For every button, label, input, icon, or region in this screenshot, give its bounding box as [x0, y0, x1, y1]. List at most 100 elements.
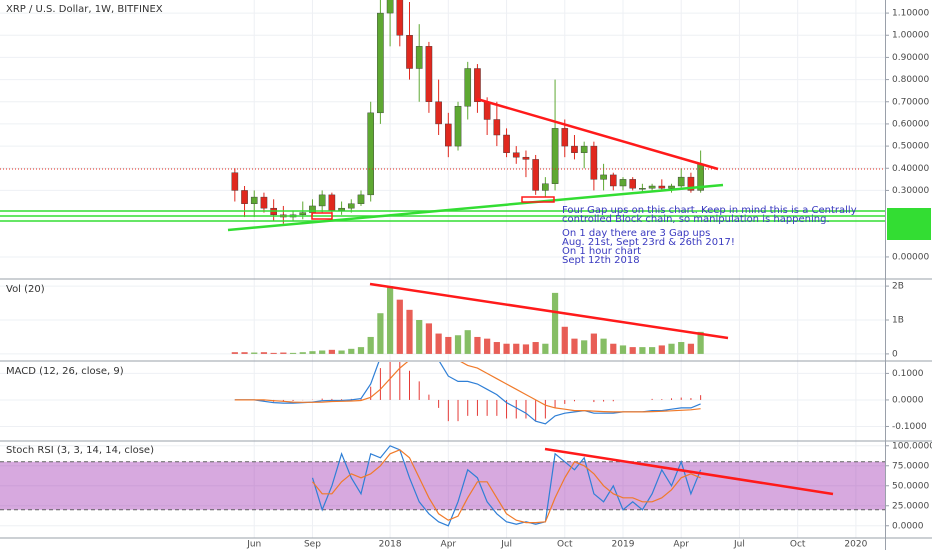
y-tick-label: 50.0000: [892, 481, 929, 491]
candle-body: [338, 207, 345, 211]
x-tick-label: Jul: [733, 540, 745, 550]
candle-body: [609, 174, 617, 187]
y-tick-label: 75.0000: [892, 461, 929, 471]
volume-bar: [484, 338, 491, 354]
candle-body: [561, 128, 569, 147]
x-tick-label: Sep: [304, 540, 321, 550]
volume-bar: [697, 331, 704, 354]
candle-body: [512, 152, 520, 158]
candle-body: [435, 101, 442, 125]
volume-bar: [348, 348, 355, 354]
volume-bar: [678, 342, 685, 354]
volume-bar: [522, 344, 530, 354]
candle-body: [687, 176, 695, 191]
annotation: controlled Block chain, so manipulation …: [562, 214, 830, 225]
indicator-line: [234, 362, 701, 413]
candle-body: [483, 101, 491, 120]
volume-bar: [474, 336, 481, 354]
volume-bar: [309, 351, 316, 354]
volume-bar: [668, 343, 675, 354]
mark-layer: [231, 0, 704, 527]
volume-bar: [454, 335, 462, 354]
y-tick-label: 25.0000: [892, 501, 929, 511]
annotation: On 1 day there are 3 Gap ups: [562, 228, 710, 239]
volume-bar: [425, 323, 433, 354]
y-tick-label: 0: [892, 349, 898, 359]
candle-body: [406, 35, 413, 69]
candle-body: [425, 46, 433, 102]
chart-title: XRP / U.S. Dollar, 1W, BITFINEX: [6, 4, 163, 15]
candle-body: [629, 179, 637, 189]
trend-line: [544, 447, 834, 496]
candle-body: [503, 134, 510, 153]
y-tick-label: 0.30000: [892, 186, 929, 196]
drawings: [0, 97, 931, 496]
pane-marks: [231, 0, 704, 224]
y-tick-label: 0.70000: [892, 97, 929, 107]
candle-body: [386, 0, 394, 14]
candle-body: [580, 145, 588, 153]
candle-body: [551, 128, 559, 184]
x-tick-label: Oct: [790, 540, 806, 550]
pane-title: Stoch RSI (3, 3, 14, 14, close): [6, 445, 154, 456]
y-tick-label: 0.1000: [892, 369, 924, 379]
candle-body: [318, 194, 326, 207]
pane-marks: [311, 445, 702, 527]
y-tick-label: 1.10000: [892, 9, 929, 19]
y-tick-label: 100.0000: [892, 441, 932, 451]
pane-title: Vol (20): [6, 284, 45, 295]
y-tick-label: -0.1000: [892, 422, 927, 432]
y-tick-label: 0.0000: [892, 521, 924, 531]
trend-line: [476, 97, 719, 171]
x-tick-label: Apr: [673, 540, 689, 550]
x-tick-label: Apr: [441, 540, 457, 550]
candle-body: [231, 172, 239, 191]
volume-bar: [270, 352, 277, 354]
candle-body: [454, 105, 462, 147]
candle-body: [396, 0, 404, 36]
volume-bar: [532, 342, 539, 354]
y-tick-label: 0.80000: [892, 75, 929, 85]
volume-bar: [503, 343, 510, 354]
indicator-line: [311, 445, 702, 527]
candle-body: [639, 188, 646, 190]
volume-bar: [581, 340, 588, 354]
volume-bar: [280, 352, 287, 354]
x-tick-label: Oct: [557, 540, 573, 550]
volume-bar: [493, 342, 500, 354]
volume-bar: [629, 347, 636, 354]
candle-body: [590, 145, 598, 180]
candle-body: [571, 145, 578, 153]
y-tick-label: 0.60000: [892, 119, 929, 129]
volume-bar: [328, 349, 335, 354]
x-tick-label: 2019: [612, 540, 635, 550]
volume-bar: [571, 338, 578, 354]
volume-bar: [406, 309, 413, 354]
price-label-box: [887, 208, 931, 240]
x-tick-label: Jul: [500, 540, 512, 550]
y-tick-label: 0.00000: [892, 252, 929, 262]
candle-body: [600, 174, 607, 180]
volume-bar: [600, 338, 607, 354]
volume-bar: [464, 330, 471, 354]
pane-marks: [234, 362, 702, 425]
y-tick-label: 0.40000: [892, 164, 929, 174]
volume-bar: [561, 326, 568, 354]
volume-bar: [610, 343, 617, 354]
candle-body: [250, 196, 258, 204]
volume-bar: [542, 343, 549, 354]
candle-body: [522, 156, 530, 160]
volume-bar: [338, 350, 345, 354]
volume-bar: [377, 313, 384, 354]
volume-bar: [241, 352, 248, 354]
volume-bar: [416, 320, 423, 354]
volume-bar: [251, 352, 258, 354]
volume-bar: [513, 343, 520, 354]
candle-body: [493, 119, 501, 136]
candle-body: [464, 68, 472, 107]
volume-bar: [639, 347, 646, 354]
candle-body: [648, 185, 656, 189]
y-tick-label: 0.50000: [892, 142, 929, 152]
volume-bar: [445, 336, 452, 354]
